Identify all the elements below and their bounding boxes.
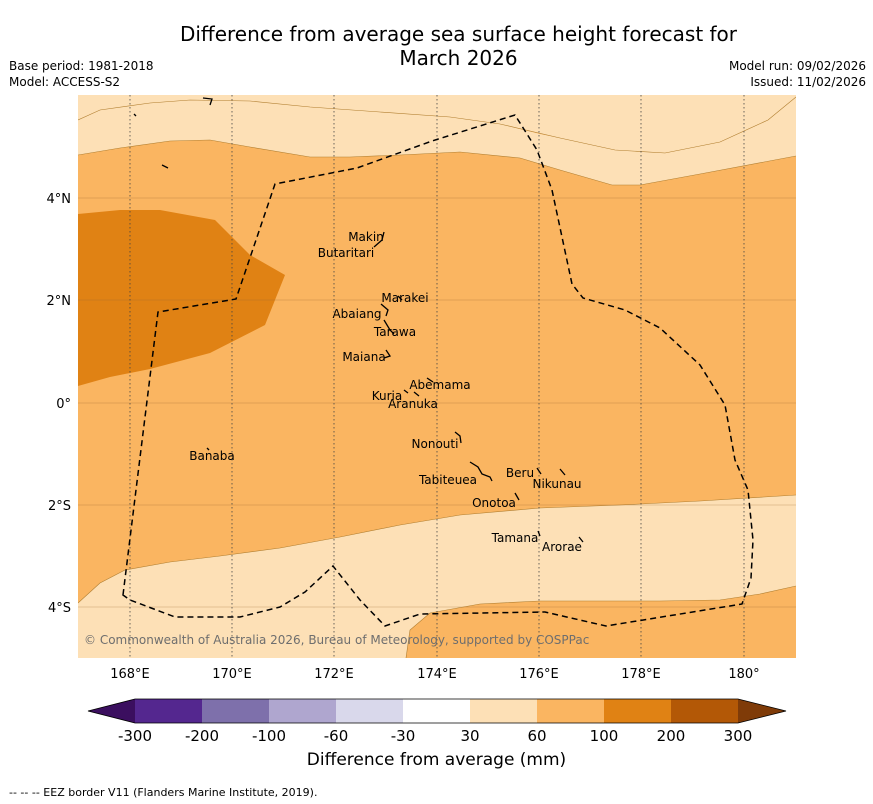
- place-labels: Makin Butaritari Marakei Abaiang Tarawa …: [189, 230, 582, 554]
- lon-gridlines: [129, 95, 745, 658]
- copyright-notice: © Commonwealth of Australia 2026, Bureau…: [84, 633, 589, 647]
- place-label: Aranuka: [388, 397, 438, 411]
- lon-tick-label: 170°E: [212, 667, 252, 682]
- place-label: Tarawa: [373, 325, 416, 339]
- place-label: Tabiteuea: [418, 473, 477, 487]
- colorbar-tick-label: 30: [460, 727, 479, 745]
- colorbar-cells: [88, 699, 786, 723]
- place-label: Nonouti: [412, 437, 459, 451]
- page-title: Difference from average sea surface heig…: [0, 22, 873, 70]
- base-period: Base period: 1981-2018: [9, 59, 154, 73]
- lon-tick-label: 168°E: [110, 667, 150, 682]
- title-line-2: March 2026: [399, 46, 518, 70]
- meta-left: Base period: 1981-2018 Model: ACCESS-S2: [9, 58, 154, 90]
- model-run: Model run: 09/02/2026: [728, 59, 866, 73]
- colorbar-cell: [269, 699, 336, 723]
- colorbar-extend-low: [88, 699, 135, 723]
- model-name: Model: ACCESS-S2: [9, 75, 121, 89]
- colorbar-tick-labels: -300 -200 -100 -60 -30 30 60 100 200 300: [118, 727, 752, 745]
- colorbar-tick-label: 60: [527, 727, 546, 745]
- map-plot-area: Makin Butaritari Marakei Abaiang Tarawa …: [78, 95, 796, 658]
- place-label: Abaiang: [332, 307, 381, 321]
- eez-border: [122, 114, 754, 627]
- colorbar-tick-label: 100: [590, 727, 619, 745]
- place-label: Beru: [506, 466, 534, 480]
- place-label: Arorae: [542, 540, 582, 554]
- colorbar-extend-high: [738, 699, 786, 723]
- lat-tick-label: 0°: [56, 397, 71, 412]
- lon-tick-labels: 168°E 170°E 172°E 174°E 176°E 178°E 180°: [110, 667, 759, 682]
- colorbar-label: Difference from average (mm): [306, 750, 567, 770]
- colorbar-tick-label: -200: [185, 727, 219, 745]
- lon-tick-label: 174°E: [417, 667, 457, 682]
- meta-right: Model run: 09/02/2026 Issued: 11/02/2026: [729, 58, 866, 90]
- lon-tick-label: 180°: [728, 667, 759, 682]
- lat-tick-label: 4°N: [47, 192, 72, 207]
- lat-tick-label: 2°S: [48, 499, 71, 514]
- colorbar-cell: [135, 699, 202, 723]
- place-label: Tamana: [491, 531, 539, 545]
- colorbar-cell: [202, 699, 269, 723]
- map: Makin Butaritari Marakei Abaiang Tarawa …: [47, 95, 796, 682]
- lon-tick-label: 178°E: [621, 667, 661, 682]
- title-line-1: Difference from average sea surface heig…: [179, 22, 738, 46]
- place-label: Marakei: [381, 291, 428, 305]
- colorbar-cell: [470, 699, 537, 723]
- islands: [133, 97, 584, 543]
- place-label: Abemama: [409, 378, 470, 392]
- colorbar-cell: [671, 699, 738, 723]
- lat-tick-label: 4°S: [48, 601, 71, 616]
- eez-footnote: -- -- -- EEZ border V11 (Flanders Marine…: [9, 786, 318, 799]
- colorbar-tick-label: 200: [657, 727, 686, 745]
- colorbar-cell: [604, 699, 671, 723]
- colorbar-tick-label: 300: [724, 727, 753, 745]
- place-label: Maiana: [342, 350, 385, 364]
- lat-tick-labels: 4°N 2°N 0° 2°S 4°S: [47, 192, 72, 616]
- place-label: Onotoa: [472, 496, 516, 510]
- colorbar-tick-label: -300: [118, 727, 152, 745]
- colorbar-tick-label: -60: [324, 727, 349, 745]
- place-label: Butaritari: [318, 246, 375, 260]
- colorbar-cell: [537, 699, 604, 723]
- place-label: Makin: [348, 230, 384, 244]
- colorbar-cell: [403, 699, 470, 723]
- lon-tick-label: 172°E: [314, 667, 354, 682]
- colorbar-cell: [336, 699, 403, 723]
- contour-30-60-north-inner: [78, 97, 796, 185]
- issued-date: Issued: 11/02/2026: [750, 75, 866, 89]
- lon-tick-label: 176°E: [519, 667, 559, 682]
- place-label: Nikunau: [532, 477, 581, 491]
- place-label: Kuria: [372, 389, 403, 403]
- lat-tick-label: 2°N: [47, 294, 72, 309]
- contour-100-200-west: [78, 210, 285, 386]
- colorbar-tick-label: -100: [252, 727, 286, 745]
- place-label: Banaba: [189, 449, 235, 463]
- colorbar-tick-label: -30: [391, 727, 416, 745]
- contour-30-60-north: [78, 95, 796, 153]
